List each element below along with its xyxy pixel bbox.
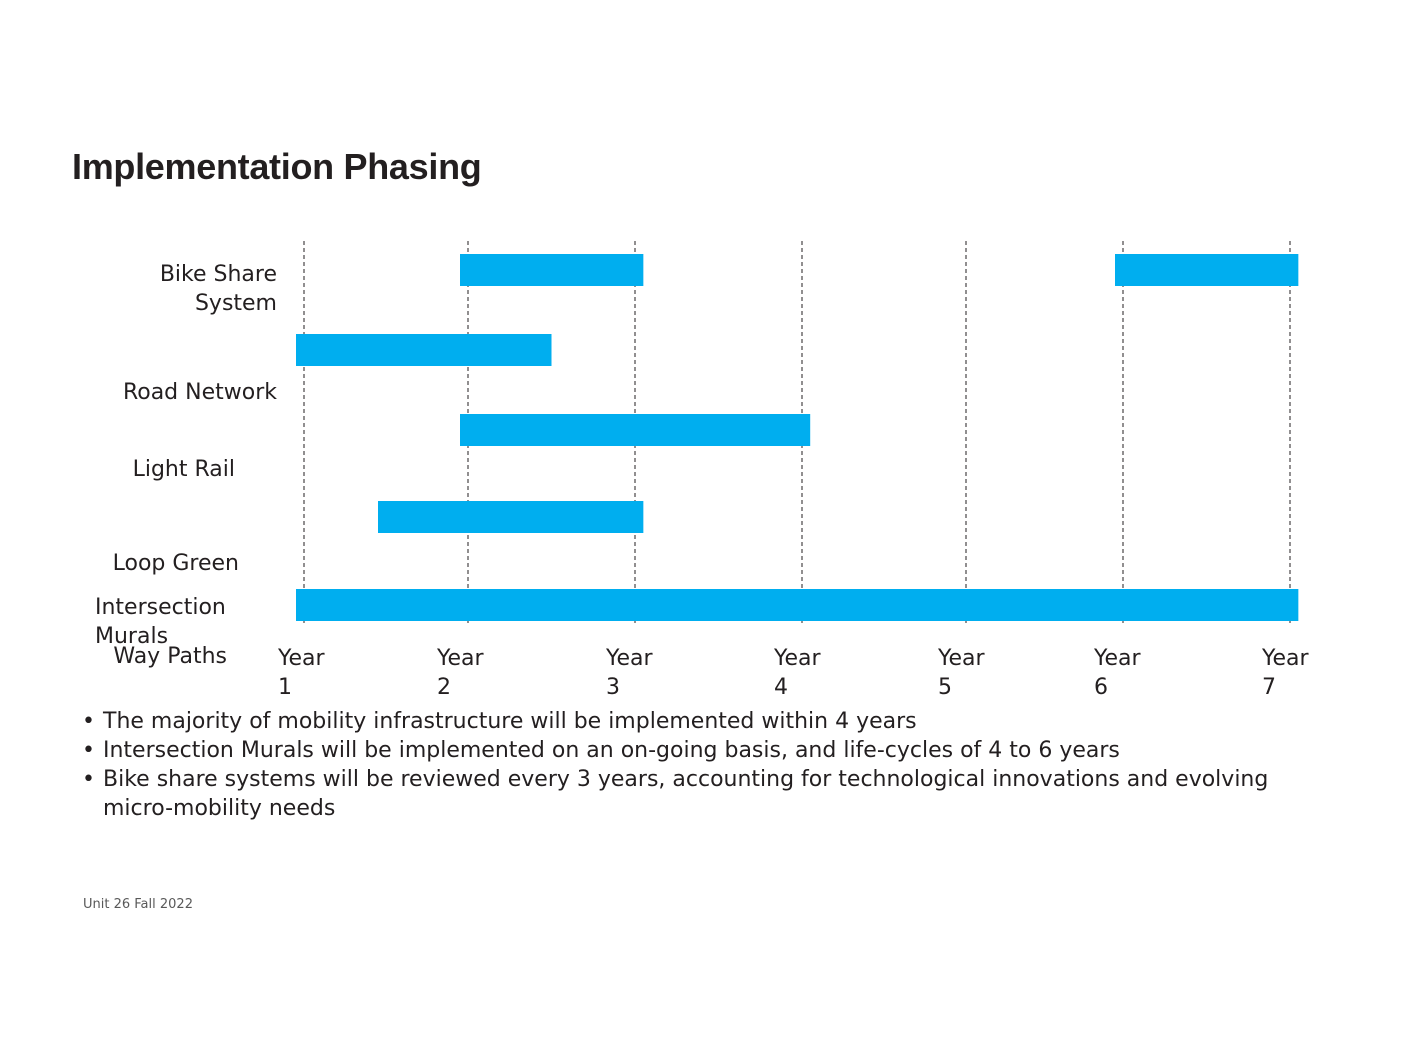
x-tick-label: Year bbox=[1261, 646, 1310, 671]
bullet-item: The majority of mobility infrastructure … bbox=[82, 707, 1272, 736]
x-tick-labels: Year 1 Year 2 Year 3 Year 4 Year 5 Year 6 Year 7 bbox=[277, 646, 1310, 700]
row-label: Bike Share bbox=[160, 262, 277, 287]
gantt-bar bbox=[296, 334, 552, 366]
gantt-bar bbox=[460, 414, 811, 446]
x-tick-label: 7 bbox=[1262, 675, 1276, 700]
x-tick-label: 2 bbox=[437, 675, 451, 700]
x-tick-label: 5 bbox=[938, 675, 952, 700]
row-label: Light Rail bbox=[133, 457, 235, 482]
gantt-bar bbox=[296, 589, 1299, 621]
bullet-item: Bike share systems will be reviewed ever… bbox=[82, 765, 1272, 823]
gantt-bar bbox=[378, 501, 644, 533]
row-label: Loop Green bbox=[113, 551, 239, 576]
bullet-item: Intersection Murals will be implemented … bbox=[82, 736, 1272, 765]
row-label: Way Paths bbox=[113, 644, 227, 669]
x-tick-label: Year bbox=[773, 646, 822, 671]
x-tick-label: Year bbox=[605, 646, 654, 671]
x-tick-label: Year bbox=[1093, 646, 1142, 671]
x-tick-label: 4 bbox=[774, 675, 788, 700]
gantt-bar bbox=[460, 254, 644, 286]
row-label: System bbox=[195, 291, 277, 316]
x-tick-label: 6 bbox=[1094, 675, 1108, 700]
x-tick-label: Year bbox=[277, 646, 326, 671]
bars bbox=[296, 254, 1299, 621]
row-labels: Bike Share System Road Network Light Rail Lo… bbox=[95, 262, 277, 669]
row-label: Intersection bbox=[95, 595, 226, 620]
x-tick-label: 1 bbox=[278, 675, 292, 700]
gantt-bar bbox=[1115, 254, 1299, 286]
bullet-list: The majority of mobility infrastructure … bbox=[82, 707, 1272, 823]
page-title: Implementation Phasing bbox=[72, 146, 482, 187]
x-tick-label: Year bbox=[436, 646, 485, 671]
row-label: Murals bbox=[95, 624, 168, 649]
x-tick-label: 3 bbox=[606, 675, 620, 700]
x-tick-label: Year bbox=[937, 646, 986, 671]
footer-note: Unit 26 Fall 2022 bbox=[83, 897, 193, 912]
row-label: Road Network bbox=[123, 380, 277, 405]
